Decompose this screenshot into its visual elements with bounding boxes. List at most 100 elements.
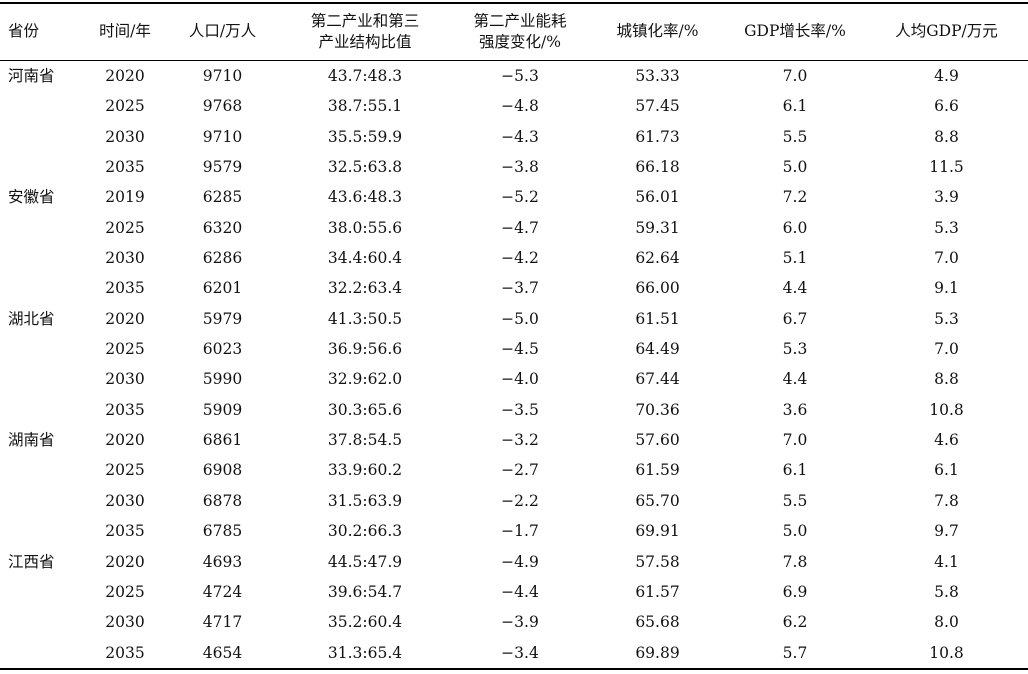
header-province: 省份 <box>0 3 85 61</box>
table-cell: 36.9:56.6 <box>327 340 403 359</box>
province-cell <box>0 91 85 121</box>
province-cell <box>0 243 85 273</box>
table-row: 2025 6320 38.0:55.6 −4.7 59.31 6.0 5.3 <box>0 213 1028 243</box>
table-cell: 6908 <box>202 461 243 480</box>
table-cell: 3.6 <box>782 400 808 419</box>
table-cell: 2035 <box>105 400 145 419</box>
table-cell: 41.3:50.5 <box>327 309 403 328</box>
table-cell: −4.8 <box>501 97 539 116</box>
table-row: 2035 9579 32.5:63.8 −3.8 66.18 5.0 11.5 <box>0 152 1028 182</box>
table-cell: 59.31 <box>635 218 680 237</box>
header-urbanization-rate: 城镇化率/% <box>590 3 725 61</box>
table-cell: 66.00 <box>635 279 680 298</box>
table-cell: 10.8 <box>929 643 964 662</box>
table-cell: 2020 <box>105 431 145 450</box>
province-cell: 湖南省 <box>8 431 55 450</box>
table-row: 河南省 2020 9710 43.7:48.3 −5.3 53.33 7.0 4.9 <box>0 60 1028 91</box>
table-cell: 5.3 <box>934 309 959 328</box>
table-cell: 57.60 <box>635 431 680 450</box>
province-cell: 安徽省 <box>8 188 55 207</box>
province-cell <box>0 637 85 669</box>
province-cell <box>0 273 85 303</box>
table-cell: −4.9 <box>501 552 539 571</box>
table-cell: 2020 <box>105 66 145 85</box>
table-cell: 67.44 <box>635 370 680 389</box>
table-cell: 64.49 <box>635 340 680 359</box>
table-cell: 6878 <box>202 491 243 510</box>
table-cell: −3.4 <box>501 643 539 662</box>
table-cell: 9.7 <box>934 522 959 541</box>
table-body: 河南省 2020 9710 43.7:48.3 −5.3 53.33 7.0 4.9 2025 9… <box>0 60 1028 669</box>
table-cell: 5.3 <box>782 340 808 359</box>
table-cell: −4.5 <box>501 340 539 359</box>
table-cell: 6286 <box>202 249 243 268</box>
table-cell: 43.7:48.3 <box>327 66 403 85</box>
province-cell <box>0 395 85 425</box>
table-cell: 34.4:60.4 <box>327 249 403 268</box>
province-cell <box>0 577 85 607</box>
table-cell: −2.7 <box>501 461 539 480</box>
table-cell: 32.9:62.0 <box>327 370 403 389</box>
table-cell: 56.01 <box>635 188 680 207</box>
table-cell: 43.6:48.3 <box>327 188 403 207</box>
table-cell: 6.1 <box>782 97 808 116</box>
table-row: 江西省 2020 4693 44.5:47.9 −4.9 57.58 7.8 4.1 <box>0 546 1028 576</box>
table-row: 2025 6023 36.9:56.6 −4.5 64.49 5.3 7.0 <box>0 334 1028 364</box>
table-cell: 31.5:63.9 <box>327 491 403 510</box>
table-cell: 8.8 <box>934 127 959 146</box>
header-industry-structure-ratio: 第二产业和第三 产业结构比值 <box>280 3 450 61</box>
table-cell: 4.1 <box>934 552 959 571</box>
table-cell: 6.0 <box>782 218 808 237</box>
table-cell: −3.9 <box>501 613 539 632</box>
table-cell: 2019 <box>105 188 145 207</box>
table-cell: 7.8 <box>782 552 808 571</box>
table-cell: 9710 <box>202 127 243 146</box>
table-cell: 6.7 <box>782 309 808 328</box>
header-energy-intensity-change: 第二产业能耗 强度变化/% <box>450 3 590 61</box>
table-cell: 2035 <box>105 522 145 541</box>
table-cell: 30.3:65.6 <box>327 400 403 419</box>
table-cell: −3.2 <box>501 431 539 450</box>
table-cell: 2030 <box>105 127 145 146</box>
table-cell: 6023 <box>202 340 243 359</box>
table-cell: −4.3 <box>501 127 539 146</box>
table-cell: 9768 <box>202 97 243 116</box>
table-cell: 31.3:65.4 <box>327 643 403 662</box>
table-cell: 65.68 <box>635 613 680 632</box>
province-cell <box>0 516 85 546</box>
table-row: 2030 6878 31.5:63.9 −2.2 65.70 5.5 7.8 <box>0 486 1028 516</box>
table-cell: 4654 <box>202 643 243 662</box>
province-cell: 河南省 <box>8 66 55 85</box>
province-cell <box>0 364 85 394</box>
table-cell: 2025 <box>105 340 145 359</box>
province-cell <box>0 122 85 152</box>
table-cell: 3.9 <box>934 188 959 207</box>
table-cell: 4.6 <box>934 431 959 450</box>
header-population: 人口/万人 <box>165 3 280 61</box>
table-cell: 38.0:55.6 <box>327 218 403 237</box>
table-cell: 6.9 <box>782 582 808 601</box>
table-cell: 44.5:47.9 <box>327 552 403 571</box>
table-cell: 39.6:54.7 <box>327 582 403 601</box>
table-cell: 32.2:63.4 <box>327 279 403 298</box>
table-cell: 8.0 <box>934 613 959 632</box>
table-cell: 4.4 <box>782 279 808 298</box>
table-cell: 37.8:54.5 <box>327 431 403 450</box>
table-row: 2030 9710 35.5:59.9 −4.3 61.73 5.5 8.8 <box>0 122 1028 152</box>
table-cell: 69.89 <box>635 643 680 662</box>
table-cell: 5.8 <box>934 582 959 601</box>
table-cell: −5.3 <box>501 66 539 85</box>
table-cell: 35.5:59.9 <box>327 127 403 146</box>
table-cell: 32.5:63.8 <box>327 158 403 177</box>
table-cell: 2025 <box>105 461 145 480</box>
table-cell: 2035 <box>105 158 145 177</box>
table-cell: 4717 <box>202 613 243 632</box>
table-cell: 5.3 <box>934 218 959 237</box>
table-row: 2030 5990 32.9:62.0 −4.0 67.44 4.4 8.8 <box>0 364 1028 394</box>
table-cell: −4.7 <box>501 218 539 237</box>
table-cell: 66.18 <box>635 158 680 177</box>
table-cell: 8.8 <box>934 370 959 389</box>
province-cell <box>0 213 85 243</box>
province-cell: 江西省 <box>8 552 55 571</box>
table-cell: −1.7 <box>501 522 539 541</box>
